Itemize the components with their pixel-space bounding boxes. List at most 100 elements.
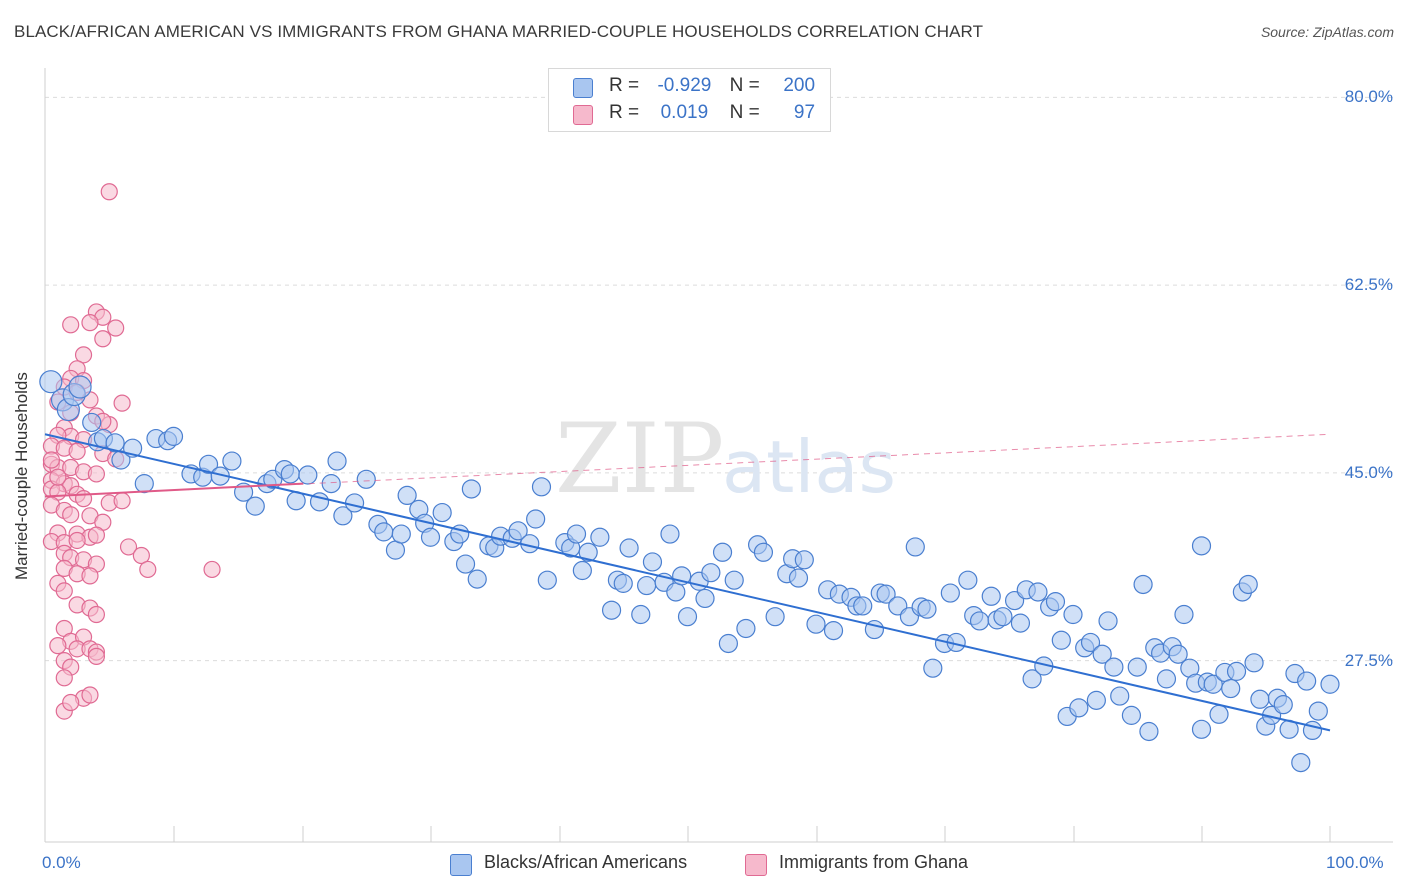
black-point	[1063, 604, 1083, 625]
x-tick-label-min: 0.0%	[42, 853, 81, 872]
bottom-legend-swatch-pink	[745, 854, 767, 876]
black-point	[1098, 611, 1118, 631]
black-point	[537, 570, 557, 590]
ghana-point	[100, 183, 118, 201]
black-point	[788, 568, 809, 588]
black-point	[1168, 644, 1188, 664]
ghana-point	[87, 647, 106, 665]
ghana-point	[68, 442, 86, 461]
ghana-point	[139, 560, 157, 579]
trend-lines	[44, 433, 1331, 732]
ghana-point	[119, 538, 138, 556]
black-point	[601, 600, 622, 620]
black-point	[1022, 669, 1042, 689]
ghana-point	[87, 526, 106, 544]
ghana-point	[107, 319, 125, 337]
ghana-point	[81, 567, 99, 585]
black-point	[1045, 592, 1066, 612]
ghana-point	[68, 531, 86, 550]
black-point	[531, 477, 552, 497]
black-point	[981, 586, 1001, 606]
black-point	[455, 554, 476, 574]
black-point	[712, 542, 733, 562]
black-point	[508, 521, 528, 541]
black-point	[1320, 674, 1340, 694]
black-point	[280, 464, 300, 484]
legend-n-label: N =	[729, 75, 760, 96]
legend-n-label: N =	[729, 102, 760, 123]
black-point	[397, 485, 417, 506]
black-point	[298, 465, 318, 485]
black-point	[853, 596, 873, 616]
black-point	[1209, 704, 1229, 724]
black-point	[917, 599, 937, 619]
black-point	[1221, 678, 1241, 699]
black-point	[39, 370, 63, 394]
black-point	[876, 584, 896, 604]
black-point	[1297, 671, 1317, 691]
black-point	[677, 607, 698, 627]
bottom-legend-label-ghana: Immigrants from Ghana	[779, 852, 969, 872]
black-point	[321, 474, 341, 494]
black-point	[993, 607, 1013, 627]
black-point	[1174, 604, 1194, 625]
black-point	[374, 522, 394, 542]
black-point	[753, 542, 774, 562]
black-point	[1191, 719, 1212, 739]
black-point	[198, 454, 219, 474]
black-point	[1028, 582, 1048, 602]
black-point	[736, 618, 756, 639]
black-point	[1051, 630, 1071, 650]
black-point	[327, 451, 347, 471]
black-point	[701, 563, 721, 583]
black-point	[613, 573, 633, 593]
black-point	[163, 426, 184, 446]
black-point	[566, 524, 587, 544]
black-point	[1191, 536, 1212, 556]
black-point	[923, 658, 943, 678]
black-point	[333, 506, 353, 526]
watermark: ZIP atlas	[555, 403, 896, 515]
ghana-point	[203, 560, 221, 579]
legend-r-label: R =	[609, 102, 640, 123]
black-point	[1110, 686, 1130, 706]
black-point	[1139, 721, 1159, 742]
black-point	[1069, 698, 1089, 718]
ghana-point	[49, 637, 67, 655]
black-point	[905, 537, 925, 557]
black-point	[82, 412, 102, 433]
black-point	[420, 527, 441, 547]
black-point	[969, 611, 990, 631]
legend-swatch-pink	[573, 105, 593, 125]
black-point	[1291, 752, 1311, 773]
black-point	[1238, 574, 1258, 595]
black-point	[823, 621, 844, 641]
black-point	[940, 583, 960, 603]
x-tick-label-max: 100.0%	[1326, 853, 1384, 872]
black-point	[1080, 632, 1101, 653]
y-tick-label: 45.0%	[1344, 462, 1393, 482]
ghana-point	[87, 605, 106, 624]
legend-n-value: 200	[783, 75, 816, 96]
black-point	[245, 496, 265, 516]
ghana-points	[42, 183, 221, 720]
black-point	[666, 582, 686, 602]
black-point	[526, 509, 546, 529]
ghana-point	[132, 546, 150, 565]
black-point	[619, 538, 639, 558]
black-point	[1250, 689, 1270, 709]
y-tick-label: 27.5%	[1344, 650, 1393, 670]
watermark-zip: ZIP	[555, 403, 724, 515]
legend-n-value: 97	[793, 102, 816, 123]
ghana-point	[74, 346, 93, 364]
black-point	[1010, 613, 1031, 633]
black-point	[718, 633, 738, 654]
black-point	[958, 570, 978, 590]
ghana-point	[62, 316, 80, 334]
black-point	[794, 550, 814, 570]
black-point	[660, 524, 680, 544]
black-point	[467, 569, 487, 589]
legend-r-value: -0.929	[657, 75, 712, 96]
black-point	[724, 570, 744, 590]
